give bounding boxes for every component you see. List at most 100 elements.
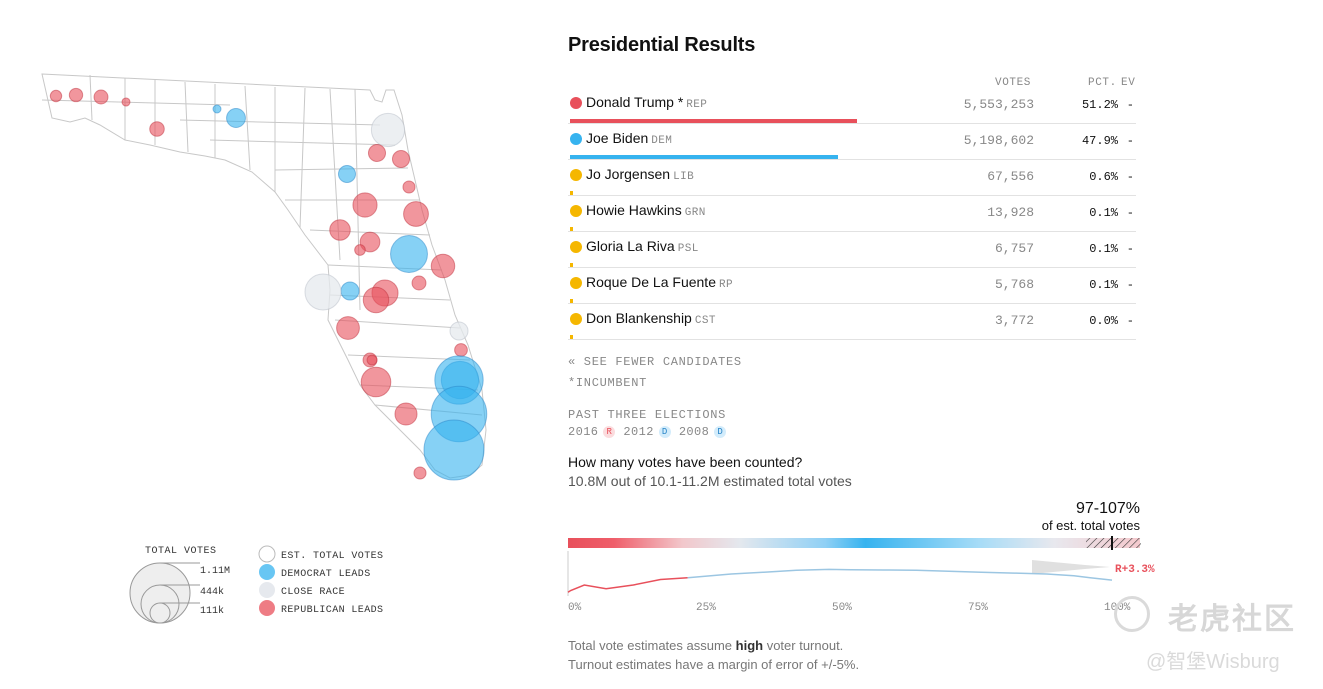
county-bubble[interactable] <box>93 89 109 105</box>
x-tick-label: 50% <box>832 602 852 614</box>
county-bubble[interactable] <box>449 321 469 341</box>
candidate-ev: - <box>1126 314 1134 328</box>
candidate-share-bar <box>570 119 857 123</box>
candidate-ev: - <box>1126 98 1134 112</box>
county-bubble[interactable] <box>366 354 378 366</box>
candidate-votes: 13,928 <box>987 205 1034 220</box>
party-color-dot <box>570 169 582 181</box>
legend-swatch-close <box>259 582 275 598</box>
candidate-pct: 51.2% <box>1081 98 1118 112</box>
county-bubble[interactable] <box>354 244 366 256</box>
county-bubble[interactable] <box>337 164 357 184</box>
margin-gradient-bar <box>568 538 1140 548</box>
county-bubble[interactable] <box>304 273 342 311</box>
candidate-row: Donald Trump * REP 5,553,253 51.2% - <box>568 88 1136 124</box>
x-tick-label: 25% <box>696 602 716 614</box>
past-election-year: 2016 <box>568 425 599 439</box>
see-fewer-candidates-link[interactable]: « SEE FEWER CANDIDATES <box>568 355 742 369</box>
county-bubble[interactable] <box>226 108 246 128</box>
candidate-pct: 0.0% <box>1089 314 1118 328</box>
candidate-ev: - <box>1126 170 1134 184</box>
watermark-logo-icon <box>1114 596 1150 632</box>
county-bubble-map <box>41 73 488 481</box>
candidate-share-bar <box>570 299 573 303</box>
legend-title: TOTAL VOTES <box>145 546 217 557</box>
candidate-share-bar <box>570 263 573 267</box>
candidate-party: PSL <box>677 243 699 255</box>
past-election-year: 2012 <box>623 425 654 439</box>
votes-counted-answer: 10.8M out of 10.1-11.2M estimated total … <box>568 473 852 489</box>
republican-margin-line <box>567 576 688 593</box>
county-bubble[interactable] <box>68 87 84 103</box>
past-elections-label: PAST THREE ELECTIONS <box>568 408 727 422</box>
legend-item-republican: REPUBLICAN LEADS <box>281 605 383 616</box>
candidate-pct: 0.6% <box>1089 170 1118 184</box>
candidate-name: Howie Hawkins GRN <box>586 202 706 219</box>
county-bubble[interactable] <box>391 149 411 169</box>
candidate-party: CST <box>694 315 716 327</box>
county-bubble[interactable] <box>394 402 418 426</box>
map-legend: TOTAL VOTES 1.11M 444k 111k EST. TOTAL V… <box>129 545 383 624</box>
legend-size-label-small: 111k <box>200 605 224 617</box>
county-bubble[interactable] <box>423 419 485 481</box>
candidate-share-bar <box>570 335 573 339</box>
county-bubble[interactable] <box>336 316 360 340</box>
county-bubble[interactable] <box>367 143 387 163</box>
county-bubble[interactable] <box>360 366 392 398</box>
incumbent-note: *INCUMBENT <box>568 376 648 390</box>
county-bubble[interactable] <box>390 235 428 273</box>
candidate-party: RP <box>718 279 733 291</box>
candidate-votes: 3,772 <box>994 313 1034 328</box>
candidate-row: Roque De La Fuente RP 5,768 0.1% - <box>568 268 1136 304</box>
watermark-brand: 老虎社区 <box>1168 603 1296 636</box>
county-bubble[interactable] <box>329 219 351 241</box>
candidate-row: Jo Jorgensen LIB 67,556 0.6% - <box>568 160 1136 196</box>
county-bubble[interactable] <box>149 121 165 137</box>
candidate-name: Don Blankenship CST <box>586 310 716 327</box>
legend-size-label-large: 1.11M <box>200 566 230 577</box>
county-bubble[interactable] <box>49 89 63 103</box>
margin-end-label: R+3.3% <box>1115 564 1155 576</box>
party-color-dot <box>570 205 582 217</box>
county-bubble[interactable] <box>352 192 378 218</box>
county-bubble[interactable] <box>402 180 416 194</box>
county-bubble[interactable] <box>430 253 456 279</box>
county-bubble[interactable] <box>454 343 468 357</box>
county-bubble[interactable] <box>359 231 381 253</box>
legend-item-democrat: DEMOCRAT LEADS <box>281 569 371 580</box>
county-bubble[interactable] <box>370 112 406 148</box>
candidate-votes: 6,757 <box>994 241 1034 256</box>
past-elections: 2016 R 2012 D 2008 D <box>568 425 734 439</box>
candidate-ev: - <box>1126 134 1134 148</box>
candidate-pct: 0.1% <box>1089 278 1118 292</box>
candidate-pct: 47.9% <box>1081 134 1118 148</box>
page-title: Presidential Results <box>568 34 756 56</box>
past-election-winner-badge: D <box>714 426 727 438</box>
county-bubbles <box>49 87 488 481</box>
county-bubble[interactable] <box>411 275 427 291</box>
county-bubble[interactable] <box>340 281 360 301</box>
votes-counted-question: How many votes have been counted? <box>568 454 803 470</box>
candidate-ev: - <box>1126 206 1134 220</box>
county-bubble[interactable] <box>212 104 222 114</box>
candidate-votes: 5,198,602 <box>963 133 1034 148</box>
party-color-dot <box>570 97 582 109</box>
column-header-pct: PCT. <box>1088 77 1117 89</box>
candidate-row: Don Blankenship CST 3,772 0.0% - <box>568 304 1136 340</box>
county-bubble[interactable] <box>403 201 429 227</box>
past-election-year: 2008 <box>678 425 710 439</box>
candidate-share-bar <box>570 155 839 159</box>
legend-size-circle-small <box>149 602 171 624</box>
county-bubble[interactable] <box>121 97 131 107</box>
past-election-winner-badge: R <box>603 426 616 438</box>
county-bubble[interactable] <box>362 286 390 314</box>
candidate-row: Gloria La Riva PSL 6,757 0.1% - <box>568 232 1136 268</box>
candidate-name: Donald Trump * REP <box>586 94 708 111</box>
candidate-votes: 5,768 <box>994 277 1034 292</box>
vote-margin-chart: 0% 25% 50% 75% 100% R+3.3% <box>567 536 1155 614</box>
column-header-votes: VOTES <box>995 77 1032 89</box>
candidate-votes: 67,556 <box>987 169 1034 184</box>
candidate-votes: 5,553,253 <box>963 97 1034 112</box>
county-bubble[interactable] <box>413 466 427 480</box>
candidate-party: GRN <box>684 207 706 219</box>
